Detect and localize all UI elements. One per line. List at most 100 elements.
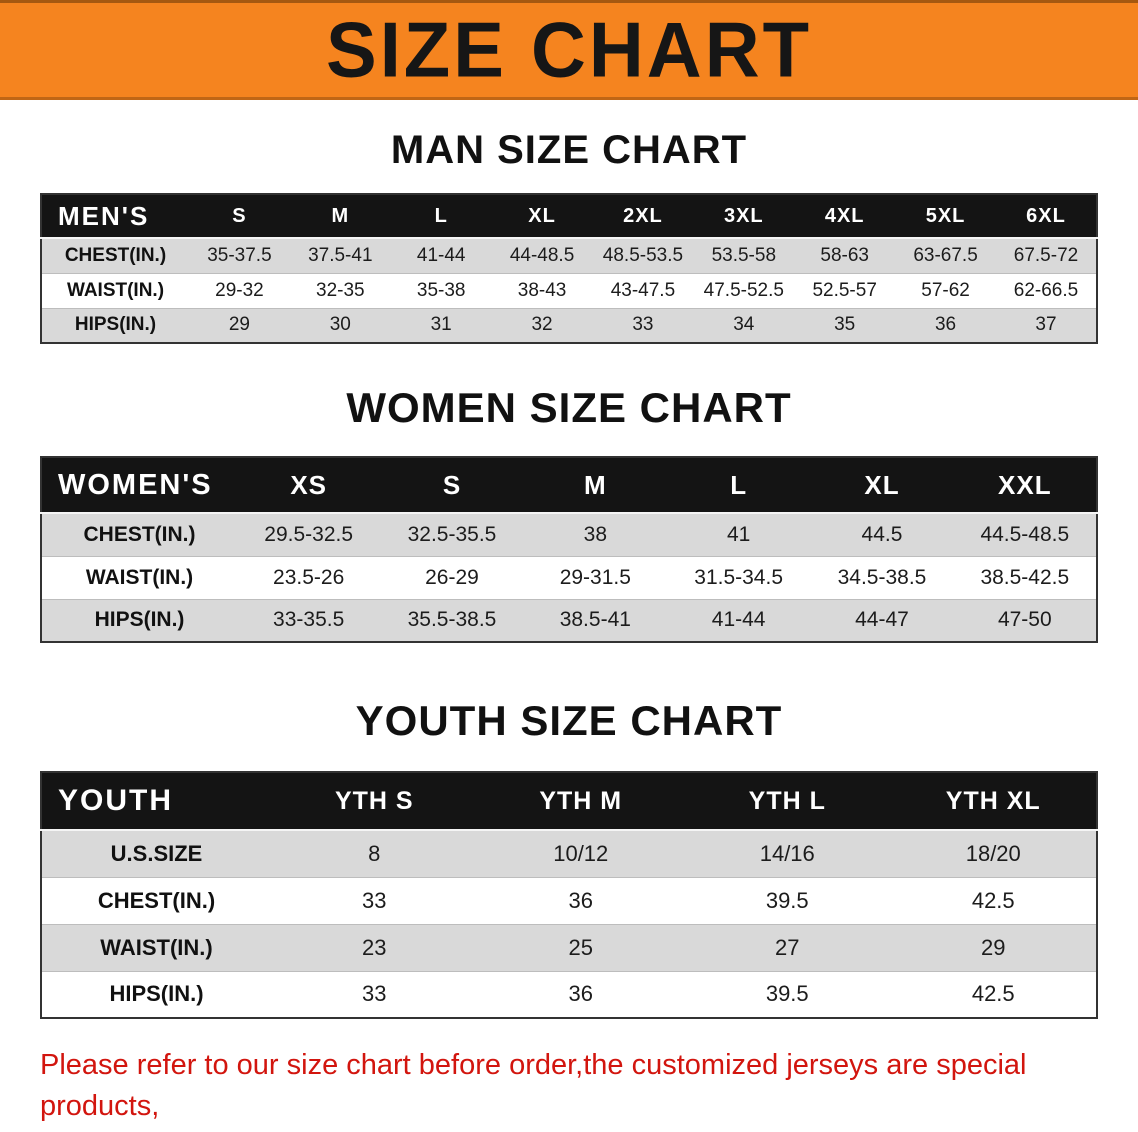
data-cell: 32.5-35.5 xyxy=(407,522,497,546)
data-cell: 57-62 xyxy=(921,279,970,301)
table-row: HIPS(IN.) 33 36 39.5 42.5 xyxy=(41,971,1097,1018)
data-cell: 18/20 xyxy=(965,840,1021,866)
data-cell: 38-43 xyxy=(517,279,567,301)
row-label-cell: U.S.SIZE xyxy=(110,840,203,866)
data-cell: 30 xyxy=(329,314,351,336)
disclaimer-line-1: Please refer to our size chart before or… xyxy=(40,1049,1027,1122)
column-header-cell: XXL xyxy=(953,457,1097,513)
data-cell: 41-44 xyxy=(416,244,466,266)
data-cell: 36 xyxy=(568,981,593,1007)
column-header-cell: S xyxy=(189,194,290,238)
data-cell: 8 xyxy=(368,840,381,866)
data-cell: 35.5-38.5 xyxy=(407,608,497,632)
table-row: U.S.SIZE 8 10/12 14/16 18/20 xyxy=(41,830,1097,877)
column-header-cell: XL xyxy=(491,194,593,238)
data-cell: 27 xyxy=(775,934,800,960)
men-section-heading: MAN SIZE CHART xyxy=(390,128,748,172)
column-header-cell: 6XL xyxy=(996,194,1097,238)
column-header-cell: YTH L xyxy=(684,772,891,830)
data-cell: 37.5-41 xyxy=(308,244,373,266)
column-header-cell: YTH M xyxy=(477,772,684,830)
data-cell: 29-31.5 xyxy=(559,565,631,589)
data-cell: 63-67.5 xyxy=(913,244,978,266)
column-header-cell: 2XL xyxy=(592,194,694,238)
table-row: CHEST(IN.) 33 36 39.5 42.5 xyxy=(41,877,1097,924)
data-cell: 38.5-42.5 xyxy=(980,565,1070,589)
row-label-cell: CHEST(IN.) xyxy=(64,244,167,266)
table-row: WAIST(IN.) 23 25 27 29 xyxy=(41,924,1097,971)
table-header-row: MEN'S S M L XL 2XL 3XL 4XL 5XL 6XL xyxy=(41,194,1097,238)
youth-size-section: YOUTH SIZE CHART YOUTH YTH S YTH M YTH L YTH … xyxy=(0,697,1138,1019)
table-row: HIPS(IN.) 33-35.5 35.5-38.5 38.5-41 41-44 44-… xyxy=(41,599,1097,642)
data-cell: 44-48.5 xyxy=(509,244,575,266)
row-label-cell: WAIST(IN.) xyxy=(85,565,194,589)
data-cell: 26-29 xyxy=(425,565,479,589)
column-header-cell: YTH S xyxy=(271,772,478,830)
data-cell: 31 xyxy=(430,314,452,336)
table-title-cell: WOMEN'S xyxy=(41,457,237,513)
youth-size-table: YOUTH YTH S YTH M YTH L YTH XL U.S.SIZE 8 10/12… xyxy=(40,771,1098,1019)
table-row: WAIST(IN.) 23.5-26 26-29 29-31.5 31.5-34.5 34… xyxy=(41,556,1097,599)
table-header-row: WOMEN'S XS S M L XL XXL xyxy=(41,457,1097,513)
data-cell: 33 xyxy=(362,887,387,913)
column-header-cell: 5XL xyxy=(895,194,996,238)
data-cell: 47-50 xyxy=(997,608,1052,632)
data-cell: 23.5-26 xyxy=(273,565,345,589)
data-cell: 35 xyxy=(834,314,856,336)
data-cell: 29-32 xyxy=(215,279,264,301)
table-row: WAIST(IN.) 29-32 32-35 35-38 38-43 43-47.5 47.… xyxy=(41,273,1097,308)
data-cell: 44.5-48.5 xyxy=(980,522,1070,546)
data-cell: 31.5-34.5 xyxy=(694,565,784,589)
banner: SIZE CHART xyxy=(0,0,1138,100)
data-cell: 34 xyxy=(733,314,755,336)
data-cell: 39.5 xyxy=(765,981,809,1007)
table-row: HIPS(IN.) 29 30 31 32 33 34 35 36 37 xyxy=(41,308,1097,343)
men-size-section: MAN SIZE CHART MEN'S S M L XL 2XL 3XL 4XL 5XL 6XL C… xyxy=(0,128,1138,344)
data-cell: 34.5-38.5 xyxy=(837,565,927,589)
data-cell: 14/16 xyxy=(759,840,815,866)
data-cell: 62-66.5 xyxy=(1013,279,1079,301)
data-cell: 67.5-72 xyxy=(1013,244,1079,266)
data-cell: 25 xyxy=(568,934,593,960)
data-cell: 43-47.5 xyxy=(610,279,676,301)
women-size-table: WOMEN'S XS S M L XL XXL CHEST(IN.) 29.5-32.5 32.5… xyxy=(40,456,1098,643)
table-row: CHEST(IN.) 29.5-32.5 32.5-35.5 38 41 44.5 44.5… xyxy=(41,513,1097,556)
data-cell: 35-37.5 xyxy=(207,244,272,266)
data-cell: 58-63 xyxy=(820,244,869,266)
column-header-cell: 4XL xyxy=(794,194,896,238)
row-label-cell: CHEST(IN.) xyxy=(97,887,216,913)
table-header-row: YOUTH YTH S YTH M YTH L YTH XL xyxy=(41,772,1097,830)
women-section-heading: WOMEN SIZE CHART xyxy=(346,384,792,431)
data-cell: 10/12 xyxy=(553,840,609,866)
data-cell: 38.5-41 xyxy=(559,608,631,632)
column-header-cell: L xyxy=(666,457,811,513)
data-cell: 42.5 xyxy=(971,887,1015,913)
data-cell: 23 xyxy=(362,934,387,960)
data-cell: 44-47 xyxy=(855,608,909,632)
data-cell: 29.5-32.5 xyxy=(264,522,354,546)
column-header-cell: M xyxy=(523,457,667,513)
table-title-cell: YOUTH xyxy=(41,772,271,830)
youth-section-heading: YOUTH SIZE CHART xyxy=(355,697,783,744)
column-header-cell: XS xyxy=(237,457,381,513)
column-header-cell: YTH XL xyxy=(890,772,1097,830)
data-cell: 52.5-57 xyxy=(812,279,877,301)
data-cell: 47.5-52.5 xyxy=(703,279,784,301)
row-label-cell: HIPS(IN.) xyxy=(94,608,185,632)
data-cell: 37 xyxy=(1035,314,1057,336)
data-cell: 53.5-58 xyxy=(711,244,777,266)
table-row: CHEST(IN.) 35-37.5 37.5-41 41-44 44-48.5 48.5… xyxy=(41,238,1097,273)
column-header-cell: 3XL xyxy=(693,194,795,238)
data-cell: 41-44 xyxy=(711,608,766,632)
disclaimer: Please refer to our size chart before or… xyxy=(0,1019,1138,1132)
data-cell: 32-35 xyxy=(316,279,365,301)
column-header-cell: L xyxy=(390,194,492,238)
row-label-cell: WAIST(IN.) xyxy=(66,279,165,301)
column-header-cell: S xyxy=(380,457,524,513)
table-title-cell: MEN'S xyxy=(41,194,189,238)
data-cell: 48.5-53.5 xyxy=(602,244,684,266)
data-cell: 38 xyxy=(583,522,607,546)
data-cell: 33 xyxy=(362,981,387,1007)
row-label-cell: HIPS(IN.) xyxy=(109,981,204,1007)
